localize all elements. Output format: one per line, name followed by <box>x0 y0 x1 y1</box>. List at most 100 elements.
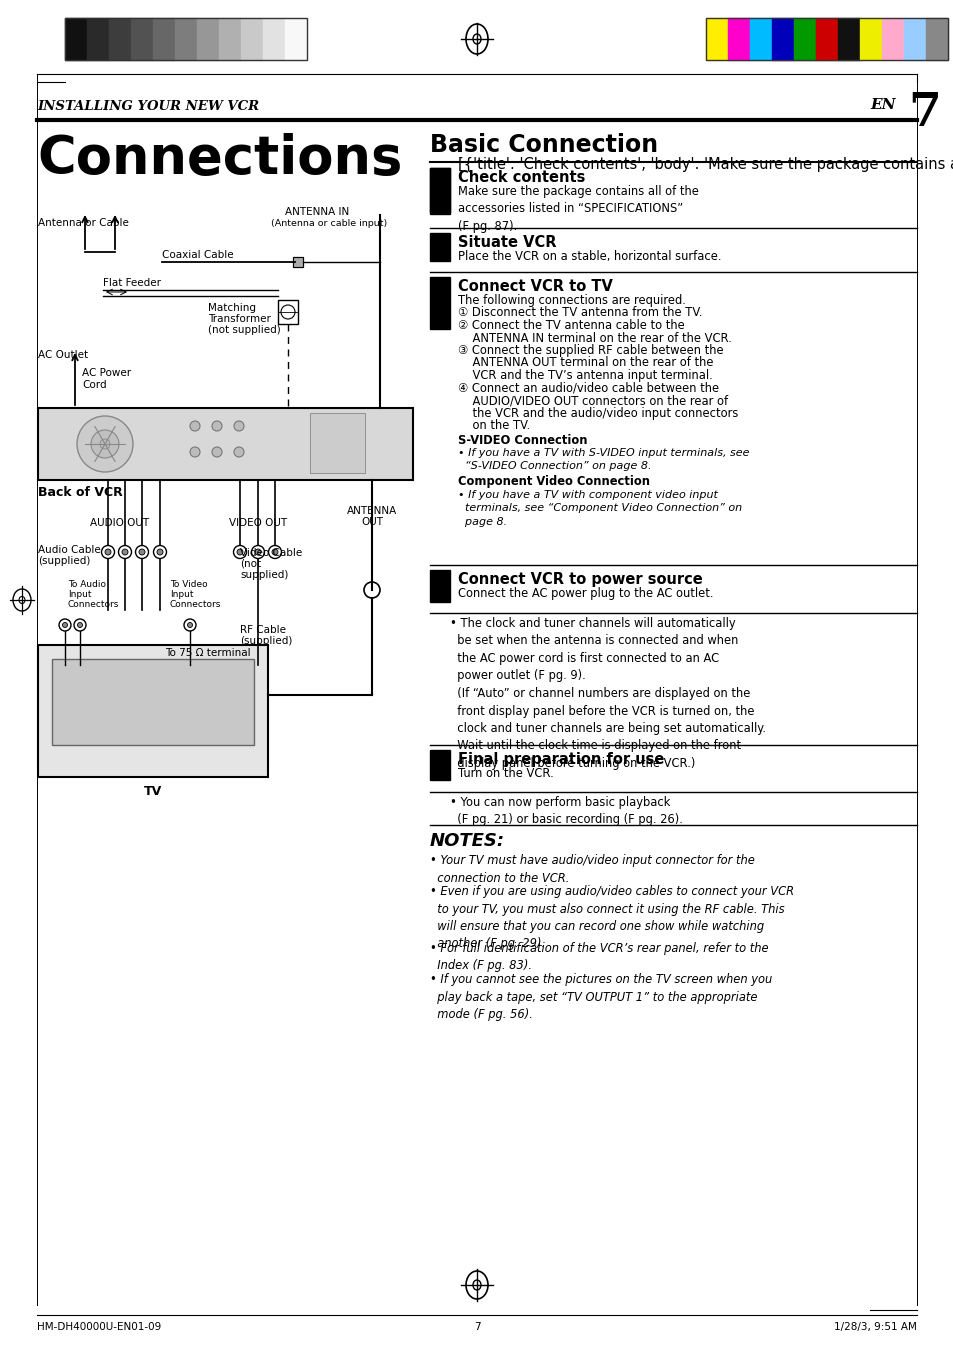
Text: Cord: Cord <box>82 380 107 390</box>
Bar <box>38 408 413 480</box>
Circle shape <box>101 546 114 558</box>
Text: ANTENNA OUT terminal on the rear of the: ANTENNA OUT terminal on the rear of the <box>457 357 713 370</box>
Bar <box>430 168 450 212</box>
Circle shape <box>135 546 149 558</box>
Bar <box>263 18 285 59</box>
Circle shape <box>184 619 195 631</box>
Circle shape <box>272 549 277 555</box>
Text: Connections: Connections <box>37 132 402 185</box>
Text: AC Power: AC Power <box>82 367 131 378</box>
Circle shape <box>212 447 222 457</box>
Circle shape <box>153 546 167 558</box>
Text: Turn on the VCR.: Turn on the VCR. <box>457 767 553 780</box>
Text: AUDIO/VIDEO OUT connectors on the rear of: AUDIO/VIDEO OUT connectors on the rear o… <box>457 394 727 407</box>
Text: Basic Connection: Basic Connection <box>430 132 658 157</box>
Text: TV: TV <box>144 785 162 798</box>
Text: (not supplied): (not supplied) <box>208 326 280 335</box>
Text: • Even if you are using audio/video cables to connect your VCR
  to your TV, you: • Even if you are using audio/video cabl… <box>430 885 793 951</box>
Text: NOTES:: NOTES: <box>430 832 504 850</box>
Text: • If you have a TV with component video input
  terminals, see “Component Video : • If you have a TV with component video … <box>457 489 741 527</box>
Text: ANTENNA IN terminal on the rear of the VCR.: ANTENNA IN terminal on the rear of the V… <box>457 331 731 345</box>
Bar <box>430 570 450 603</box>
Text: AUDIO OUT: AUDIO OUT <box>91 517 150 528</box>
Bar <box>38 644 268 777</box>
Text: Final preparation for use: Final preparation for use <box>457 753 663 767</box>
Bar <box>727 18 749 59</box>
Text: ANTENNA IN: ANTENNA IN <box>285 207 349 218</box>
Text: • Your TV must have audio/video input connector for the
  connection to the VCR.: • Your TV must have audio/video input co… <box>430 854 754 885</box>
Circle shape <box>122 549 128 555</box>
Text: OUT: OUT <box>360 517 382 527</box>
Text: Place the VCR on a stable, horizontal surface.: Place the VCR on a stable, horizontal su… <box>457 250 720 263</box>
Bar <box>219 18 241 59</box>
Bar <box>196 18 219 59</box>
Bar <box>65 18 307 59</box>
Text: 1/28/3, 9:51 AM: 1/28/3, 9:51 AM <box>833 1323 916 1332</box>
Text: Flat Feeder: Flat Feeder <box>103 278 161 288</box>
Bar <box>837 18 859 59</box>
Bar <box>430 750 450 780</box>
Bar <box>705 18 727 59</box>
Circle shape <box>254 549 261 555</box>
Text: supplied): supplied) <box>240 570 288 580</box>
Circle shape <box>63 623 68 627</box>
Bar <box>859 18 882 59</box>
Circle shape <box>212 422 222 431</box>
Text: (supplied): (supplied) <box>240 636 292 646</box>
Text: S-VIDEO Connection: S-VIDEO Connection <box>457 434 587 446</box>
Text: ④ Connect an audio/video cable between the: ④ Connect an audio/video cable between t… <box>457 381 719 394</box>
Circle shape <box>77 623 82 627</box>
Bar <box>771 18 793 59</box>
Circle shape <box>188 623 193 627</box>
Text: ③ Connect the supplied RF cable between the: ③ Connect the supplied RF cable between … <box>457 345 723 357</box>
Text: Connect VCR to TV: Connect VCR to TV <box>457 280 612 295</box>
Circle shape <box>77 416 132 471</box>
Text: • If you have a TV with S-VIDEO input terminals, see
  “S-VIDEO Connection” on p: • If you have a TV with S-VIDEO input te… <box>457 447 749 471</box>
Bar <box>131 18 152 59</box>
Text: Situate VCR: Situate VCR <box>457 235 556 250</box>
Text: Input: Input <box>68 590 91 598</box>
Text: the VCR and the audio/video input connectors: the VCR and the audio/video input connec… <box>457 407 738 420</box>
Text: Connectors: Connectors <box>68 600 119 609</box>
Text: EN: EN <box>869 99 895 112</box>
Circle shape <box>105 549 111 555</box>
Circle shape <box>118 546 132 558</box>
Circle shape <box>100 439 110 449</box>
Circle shape <box>268 546 281 558</box>
Bar <box>430 232 450 261</box>
Bar <box>152 18 174 59</box>
Text: on the TV.: on the TV. <box>457 419 530 432</box>
Bar <box>285 18 307 59</box>
Circle shape <box>139 549 145 555</box>
Bar <box>65 18 87 59</box>
Text: The following connections are required.: The following connections are required. <box>457 295 685 307</box>
Text: ① Disconnect the TV antenna from the TV.: ① Disconnect the TV antenna from the TV. <box>457 307 701 319</box>
Text: VCR and the TV’s antenna input terminal.: VCR and the TV’s antenna input terminal. <box>457 369 712 382</box>
Text: AC Outlet: AC Outlet <box>38 350 88 359</box>
Circle shape <box>364 582 379 598</box>
Bar <box>293 257 303 267</box>
Bar <box>882 18 903 59</box>
Bar <box>87 18 109 59</box>
Circle shape <box>91 430 119 458</box>
Text: VIDEO OUT: VIDEO OUT <box>229 517 287 528</box>
Text: (not: (not <box>240 559 261 569</box>
Text: HM-DH40000U-EN01-09: HM-DH40000U-EN01-09 <box>37 1323 161 1332</box>
Text: Matching: Matching <box>208 303 255 313</box>
Bar <box>705 18 947 59</box>
Text: To 75 Ω terminal: To 75 Ω terminal <box>165 648 251 658</box>
Circle shape <box>252 546 264 558</box>
Text: Video Cable: Video Cable <box>240 549 302 558</box>
Text: Audio Cable: Audio Cable <box>38 544 101 555</box>
Bar <box>925 18 947 59</box>
Text: Input: Input <box>170 590 193 598</box>
Text: Coaxial Cable: Coaxial Cable <box>162 250 233 259</box>
Text: • For full identification of the VCR’s rear panel, refer to the
  Index (F pg. 8: • For full identification of the VCR’s r… <box>430 942 768 973</box>
Text: Antenna or Cable: Antenna or Cable <box>38 218 129 228</box>
Circle shape <box>157 549 163 555</box>
Circle shape <box>236 549 243 555</box>
Text: • The clock and tuner channels will automatically
  be set when the antenna is c: • The clock and tuner channels will auto… <box>450 617 765 770</box>
Text: Connectors: Connectors <box>170 600 221 609</box>
Bar <box>430 277 450 330</box>
Text: To Video: To Video <box>170 580 208 589</box>
